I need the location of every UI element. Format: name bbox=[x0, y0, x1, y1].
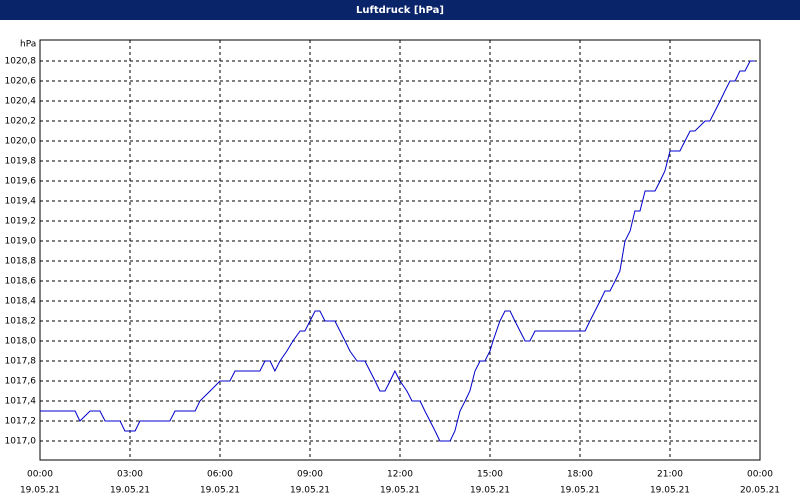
x-tick-label: 03:00 bbox=[117, 470, 143, 480]
x-tick-date: 19.05.21 bbox=[380, 486, 420, 496]
x-tick-label: 09:00 bbox=[297, 470, 323, 480]
x-tick-label: 21:00 bbox=[657, 470, 683, 480]
y-tick-label: 1019,2 bbox=[5, 217, 37, 227]
y-tick-label: 1018,2 bbox=[5, 317, 37, 327]
y-tick-label: 1018,0 bbox=[5, 337, 37, 347]
y-tick-label: 1018,6 bbox=[5, 277, 37, 287]
x-tick-date: 19.05.21 bbox=[110, 486, 150, 496]
y-tick-label: 1020,4 bbox=[5, 97, 37, 107]
y-tick-label: 1020,6 bbox=[5, 77, 37, 87]
x-tick-label: 06:00 bbox=[207, 470, 233, 480]
y-tick-label: 1017,6 bbox=[5, 377, 37, 387]
y-tick-label: 1020,0 bbox=[5, 137, 37, 147]
line-series bbox=[40, 60, 755, 442]
y-tick-label: 1017,0 bbox=[5, 437, 37, 447]
x-tick-date: 19.05.21 bbox=[290, 486, 330, 496]
x-tick-date: 19.05.21 bbox=[470, 486, 510, 496]
x-tick-date: 19.05.21 bbox=[200, 486, 240, 496]
x-tick-date: 19.05.21 bbox=[650, 486, 690, 496]
y-tick-label: 1019,6 bbox=[5, 177, 37, 187]
y-tick-label: 1018,4 bbox=[5, 297, 37, 307]
y-tick-label: 1019,8 bbox=[5, 157, 37, 167]
y-tick-label: 1017,8 bbox=[5, 357, 37, 367]
y-tick-label: 1019,0 bbox=[5, 237, 37, 247]
title-bar bbox=[0, 0, 800, 20]
x-tick-date: 19.05.21 bbox=[560, 486, 600, 496]
x-tick-label: 00:00 bbox=[27, 470, 53, 480]
x-tick-label: 12:00 bbox=[387, 470, 413, 480]
x-tick-label: 15:00 bbox=[477, 470, 503, 480]
chart-title: Luftdruck [hPa] bbox=[356, 5, 444, 16]
x-tick-label: 18:00 bbox=[567, 470, 593, 480]
y-tick-label: 1017,4 bbox=[5, 397, 37, 407]
y-tick-label: 1019,4 bbox=[5, 197, 37, 207]
y-tick-label: 1017,2 bbox=[5, 417, 37, 427]
x-tick-label: 00:00 bbox=[747, 470, 773, 480]
y-tick-label: 1018,8 bbox=[5, 257, 37, 267]
y-unit: hPa bbox=[20, 40, 36, 50]
x-tick-date: 20.05.21 bbox=[740, 486, 780, 496]
y-tick-label: 1020,2 bbox=[5, 117, 37, 127]
y-tick-label: 1020,8 bbox=[5, 57, 37, 67]
x-tick-date: 19.05.21 bbox=[20, 486, 60, 496]
